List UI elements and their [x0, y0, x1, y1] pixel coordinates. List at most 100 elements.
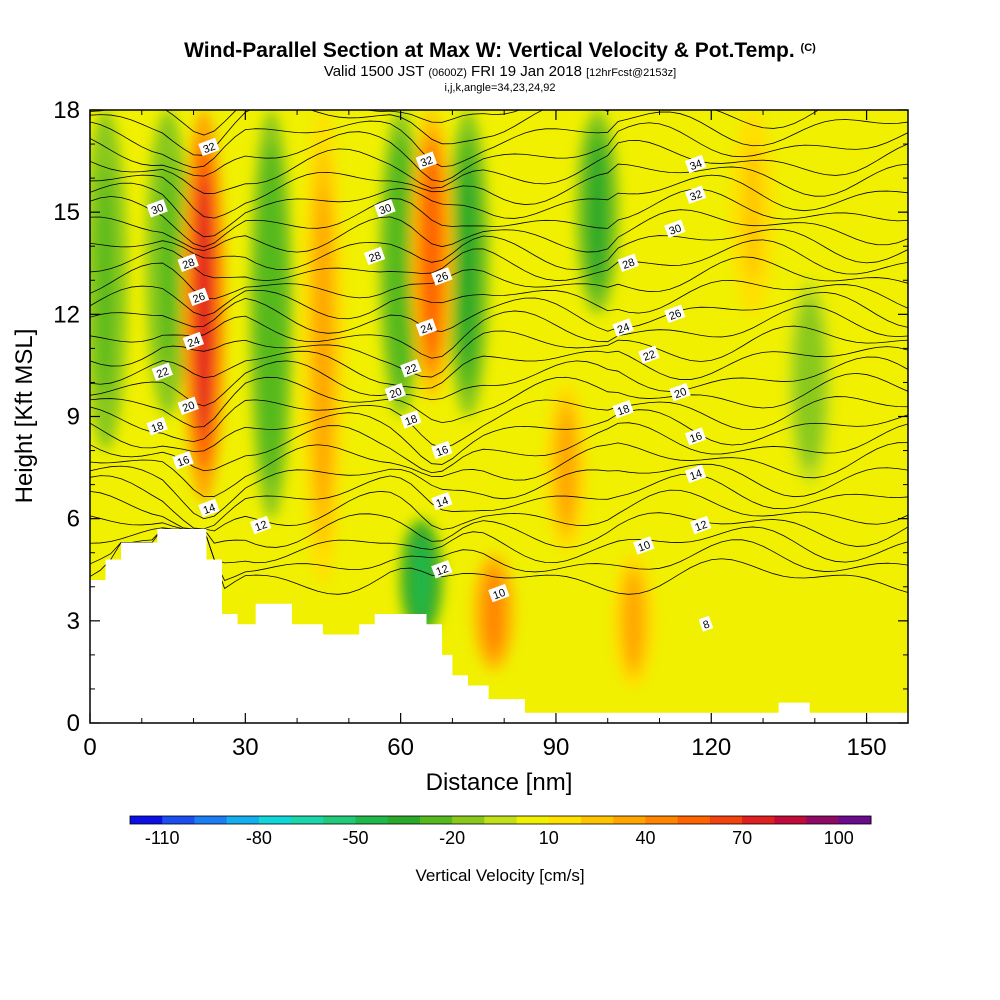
svg-text:24: 24 [616, 321, 632, 336]
svg-text:32: 32 [688, 188, 704, 203]
colorbar-swatch-15 [613, 816, 646, 824]
svg-text:12: 12 [435, 563, 451, 578]
svg-text:8: 8 [702, 618, 712, 631]
theta-contour-29 [90, 110, 521, 136]
theta-label-15: 24 [612, 318, 634, 337]
theta-label-24: 18 [612, 400, 634, 419]
svg-text:20: 20 [388, 386, 404, 401]
svg-text:24: 24 [186, 335, 202, 350]
terrain-mask [90, 528, 908, 723]
theta-label-17: 22 [400, 359, 422, 378]
colorbar-swatch-8 [387, 816, 421, 824]
theta-label-28: 14 [198, 498, 220, 518]
theta-contour-25 [90, 140, 908, 194]
svg-text:12: 12 [693, 519, 709, 534]
theta-label-26: 16 [431, 440, 453, 460]
theta-label-2: 34 [684, 154, 707, 174]
theta-label-27: 16 [684, 427, 707, 446]
chart-header: Wind-Parallel Section at Max W: Vertical… [0, 36, 1000, 94]
colorbar-swatch-6 [323, 816, 357, 824]
downdraft-cell-5-level-2 [413, 537, 430, 619]
theta-label-18: 22 [638, 345, 660, 364]
theta-label-35: 10 [633, 536, 655, 555]
x-tick-label-4: 120 [691, 734, 731, 761]
theta-label-3: 32 [684, 185, 707, 204]
theta-label-23: 18 [400, 410, 422, 429]
theta-contour-26 [90, 122, 908, 183]
theta-contour-22 [90, 188, 908, 248]
svg-text:26: 26 [191, 291, 207, 306]
theta-label-19: 20 [177, 396, 199, 415]
theta-label-5: 30 [374, 199, 396, 218]
chart-subtitle: Valid 1500 JST (0600Z) FRI 19 Jan 2018 [… [0, 63, 1000, 82]
colorbar-swatch-7 [355, 816, 389, 824]
y-tick-label-6: 18 [53, 97, 80, 124]
colorbar-swatch-14 [581, 816, 614, 824]
theta-contour-5 [90, 473, 908, 530]
svg-text:32: 32 [419, 154, 435, 169]
theta-label-31: 12 [249, 515, 272, 535]
theta-label-11: 26 [431, 267, 453, 286]
svg-text:30: 30 [378, 202, 394, 217]
colorbar-tick-label-4: 10 [539, 828, 559, 848]
theta-contour-27 [90, 111, 908, 169]
svg-text:24: 24 [419, 321, 435, 336]
theta-label-0: 32 [198, 137, 220, 157]
theta-label-34: 10 [488, 583, 510, 603]
theta-label-32: 12 [431, 560, 453, 579]
colorbar-swatch-19 [742, 816, 775, 824]
theta-label-30: 14 [684, 464, 707, 484]
svg-text:22: 22 [642, 348, 658, 363]
theta-label-13: 24 [182, 331, 205, 351]
theta-label-33: 12 [690, 515, 712, 535]
svg-text:20: 20 [673, 386, 689, 401]
theta-label-21: 20 [669, 383, 691, 402]
theta-contour-4 [90, 489, 908, 532]
theta-contour-10 [90, 396, 908, 449]
svg-text:32: 32 [202, 141, 218, 156]
colorbar-tick-label-1: -80 [246, 828, 272, 848]
colorbar-swatch-17 [677, 816, 711, 824]
theta-label-29: 14 [431, 491, 453, 511]
colorbar-tick-label-7: 100 [824, 828, 854, 848]
colorbar-swatch-0 [130, 816, 163, 824]
theta-contour-0 [90, 528, 908, 595]
updraft-cell-5-level-2 [625, 574, 642, 668]
valid-date: FRI 19 Jan 2018 [471, 63, 582, 80]
theta-contour-3 [90, 512, 908, 548]
downdraft-cell-7-level-2 [801, 312, 818, 452]
y-tick-label-3: 9 [67, 404, 80, 431]
colorbar-swatch-9 [419, 816, 453, 824]
theta-contour-2 [90, 526, 908, 564]
chart-title-tag: (C) [800, 42, 816, 54]
svg-text:28: 28 [181, 256, 197, 271]
y-tick-label-5: 15 [53, 199, 80, 226]
colorbar-swatch-4 [258, 816, 292, 824]
chart-title: Wind-Parallel Section at Max W: Vertical… [0, 36, 1000, 63]
svg-text:16: 16 [688, 430, 704, 445]
colorbar-swatch-16 [645, 816, 679, 824]
svg-text:10: 10 [492, 587, 508, 602]
theta-label-16: 22 [151, 362, 173, 381]
x-tick-label-1: 30 [232, 734, 259, 761]
theta-contour-13 [90, 346, 908, 389]
theta-label-8: 28 [363, 246, 386, 266]
theta-contour-17 [90, 279, 908, 320]
theta-contour-6 [90, 463, 908, 520]
theta-contour-8 [90, 422, 908, 474]
theta-label-9: 28 [617, 253, 639, 272]
updraft-cell-4-level-2 [558, 409, 575, 526]
colorbar-tick-label-6: 70 [732, 828, 752, 848]
svg-text:20: 20 [181, 399, 197, 414]
colorbar-tick-label-3: -20 [439, 828, 465, 848]
x-tick-label-0: 0 [83, 734, 96, 761]
theta-contour-7 [90, 442, 908, 497]
downdraft-cell-2-level-2 [263, 175, 280, 454]
svg-text:22: 22 [155, 365, 171, 380]
colorbar-swatch-18 [709, 816, 743, 824]
colorbar-swatch-11 [484, 816, 518, 824]
theta-label-6: 30 [664, 219, 686, 238]
colorbar-swatch-21 [806, 816, 840, 824]
theta-label-12: 26 [664, 304, 686, 324]
theta-contour-9 [90, 409, 908, 465]
